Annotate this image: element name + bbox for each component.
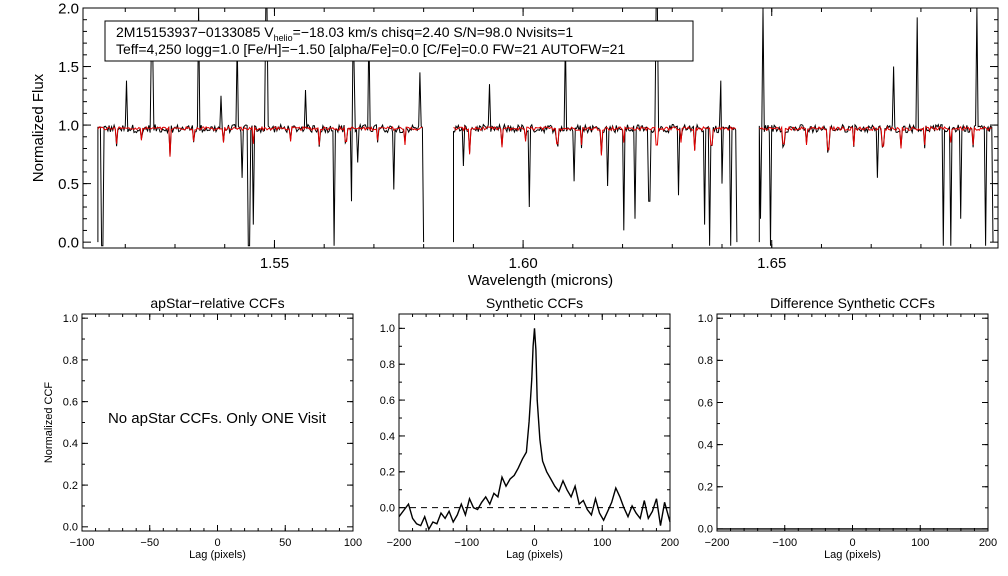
y-tick-label: 0.2 <box>698 482 713 494</box>
y-tick-label: 0.4 <box>63 438 78 450</box>
y-tick-label: 1.0 <box>58 117 79 134</box>
x-tick-label: 200 <box>979 537 997 549</box>
y-tick-label: 0.0 <box>698 524 713 536</box>
y-axis-label: Normalized Flux <box>30 73 47 182</box>
model-spectrum-chip-3 <box>759 125 992 151</box>
y-tick-label: 1.0 <box>698 313 713 325</box>
y-tick-label: 0.8 <box>380 359 395 371</box>
y-tick-label: 0.2 <box>63 480 78 492</box>
x-tick-label: −100 <box>772 537 797 549</box>
x-tick-label: 1.55 <box>260 255 289 272</box>
y-tick-label: 1.0 <box>380 323 395 335</box>
y-tick-label: 0.8 <box>63 355 78 367</box>
difference-ccf-panel: −200 −100 0 100 200 0.0 0.2 0.4 0.6 0.8 1.0 Lag (pi… <box>698 295 997 561</box>
y-tick-label: 1.5 <box>58 59 79 76</box>
panel-title: Synthetic CCFs <box>486 295 583 311</box>
y-axis-label: Normalized CCF <box>43 382 55 464</box>
info-box: 2M15153937−0133085 Vhelio=−18.03 km/s ch… <box>104 20 694 62</box>
y-tick-label: 0.4 <box>698 439 713 451</box>
x-tick-label: −200 <box>705 537 730 549</box>
apstar-ccf-panel: −100 −50 0 50 100 0.0 0.2 0.4 0.6 0.8 1.0 Lag (pixe… <box>43 295 362 561</box>
x-tick-label: 1.65 <box>757 255 786 272</box>
info-line-2: Teff=4,250 logg=1.0 [Fe/H]=−1.50 [alpha/… <box>116 41 625 57</box>
model-spectrum-chip-2 <box>453 125 736 156</box>
y-tick-label: 0.6 <box>63 396 78 408</box>
x-axis-label: Lag (pixels) <box>189 549 246 561</box>
y-tick-label: 0.0 <box>58 234 79 251</box>
x-tick-label: 0 <box>849 537 855 549</box>
x-tick-label: −200 <box>387 537 412 549</box>
plot-frame <box>82 7 999 249</box>
spectrum-panel: 1.55 1.60 1.65 0.0 0.5 1.0 1.5 2.0 Wavelength (m… <box>30 0 999 289</box>
x-tick-label: −100 <box>454 537 479 549</box>
x-tick-label: 100 <box>593 537 611 549</box>
y-tick-label: 0.0 <box>380 503 395 515</box>
y-tick-label: 0.6 <box>380 395 395 407</box>
y-tick-label: 0.5 <box>58 176 79 193</box>
no-ccf-message: No apStar CCFs. Only ONE Visit <box>108 410 327 427</box>
info-box-frame <box>104 20 694 62</box>
panel-title: Difference Synthetic CCFs <box>770 295 935 311</box>
x-tick-label: −100 <box>70 537 95 549</box>
y-tick-label: 0.6 <box>698 397 713 409</box>
x-tick-label: 50 <box>279 537 291 549</box>
synthetic-ccf-panel: −200 −100 0 100 200 0.0 0.2 0.4 0.6 0.8 1.0 Lag (pi… <box>380 295 679 561</box>
x-tick-label: 0 <box>531 537 537 549</box>
y-tick-label: 0.8 <box>698 355 713 367</box>
x-tick-label: 1.60 <box>508 255 537 272</box>
x-tick-label: 0 <box>214 537 220 549</box>
y-tick-label: 2.0 <box>58 0 79 17</box>
model-spectrum-chip-1 <box>97 125 423 157</box>
x-tick-label: 100 <box>911 537 929 549</box>
synthetic-ccf-line <box>398 328 671 531</box>
y-tick-label: 1.0 <box>63 313 78 325</box>
x-tick-label: 200 <box>661 537 679 549</box>
plot-frame <box>716 313 989 532</box>
y-tick-label: 0.2 <box>380 467 395 479</box>
x-axis-label: Wavelength (microns) <box>468 272 613 289</box>
x-tick-label: 100 <box>344 537 362 549</box>
info-line-1: 2M15153937−0133085 Vhelio=−18.03 km/s ch… <box>116 24 573 43</box>
x-tick-label: −50 <box>140 537 159 549</box>
panel-title: apStar−relative CCFs <box>150 295 284 311</box>
x-axis-label: Lag (pixels) <box>824 549 881 561</box>
x-axis-label: Lag (pixels) <box>506 549 563 561</box>
y-tick-label: 0.0 <box>63 522 78 534</box>
plot-frame <box>398 313 671 532</box>
y-tick-label: 0.4 <box>380 431 395 443</box>
observed-spectrum-chip-3 <box>758 8 994 246</box>
